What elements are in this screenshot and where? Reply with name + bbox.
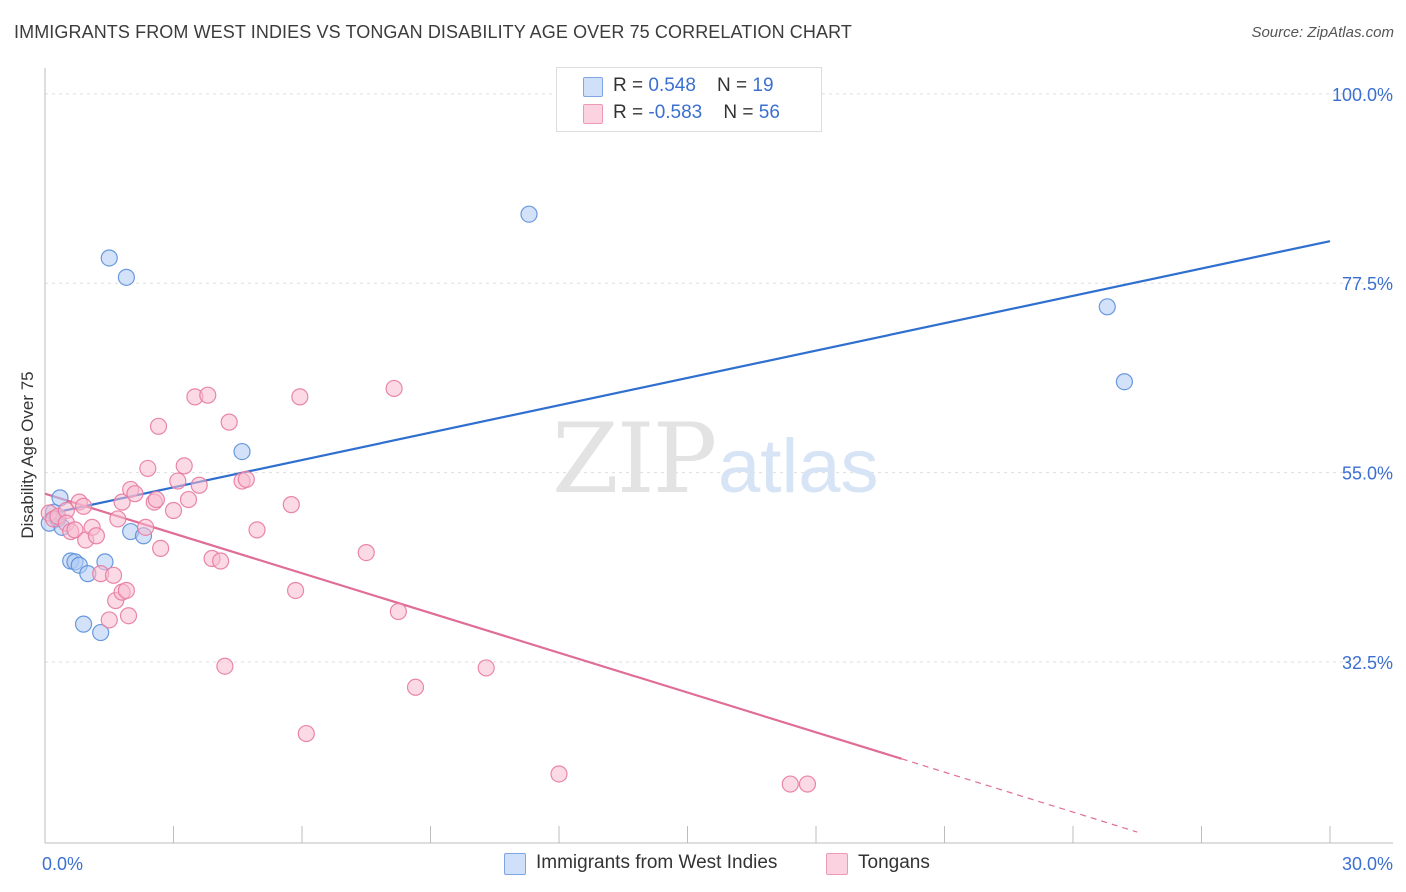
tongans-point (389, 602, 407, 621)
west-indies-point (74, 615, 93, 633)
tongans-point (248, 521, 266, 539)
west-indies-point (1098, 298, 1116, 316)
legend-box: R = 0.548 N = 19 R = -0.583 N = 56 (556, 67, 822, 132)
tongans-point (113, 493, 131, 511)
legend-r-value: 0.548 (648, 75, 696, 96)
tongans-point (169, 472, 187, 490)
tongans-point (216, 657, 234, 675)
legend-n-label: N = (717, 75, 753, 96)
west-indies-trend-line (44, 240, 1331, 516)
west-indies-point (100, 249, 118, 267)
tongans-point (237, 470, 255, 488)
bottom-legend-label-tongans: Tongans (858, 852, 930, 873)
tongans-point (87, 527, 106, 545)
tongans-point (117, 581, 135, 600)
tongans-point (179, 490, 198, 509)
tongans-point (282, 496, 300, 514)
legend-swatch-west-indies (583, 77, 603, 97)
bottom-legend-swatch-west-indies (504, 853, 526, 875)
tongans-point (357, 543, 375, 562)
tongans-trend-extension (901, 758, 1138, 833)
tongans-point (109, 510, 127, 528)
tongans-point (74, 497, 93, 515)
legend-r-label: R = (613, 75, 649, 96)
tongans-point (286, 581, 305, 600)
tongans-point (212, 552, 230, 570)
trend-lines (44, 240, 1331, 833)
legend-n-value: 56 (758, 102, 780, 123)
legend-n-label: N = (723, 102, 759, 123)
west-indies-point (233, 442, 251, 461)
y-tick-label: 32.5% (1342, 653, 1393, 673)
tongans-point (175, 457, 193, 475)
watermark: ZIP atlas (552, 403, 879, 515)
tongans-point (550, 765, 568, 783)
legend-swatch-tongans (583, 104, 603, 124)
tongans-point (139, 459, 157, 478)
legend-r-label: R = (613, 102, 649, 123)
west-indies-point (1115, 373, 1134, 391)
y-tick-label: 55.0% (1342, 464, 1393, 484)
tongans-point (199, 386, 217, 404)
tongans-point (406, 678, 425, 696)
tongans-point (798, 775, 817, 793)
tongans-point (104, 566, 123, 584)
legend-n-value: 19 (752, 75, 774, 96)
tongans-point (291, 388, 309, 406)
y-tick-label: 77.5% (1342, 274, 1393, 294)
tongans-point (119, 607, 138, 625)
tongans-point (126, 485, 144, 503)
tongans-point (149, 417, 168, 435)
tongans-trend-line (44, 492, 902, 760)
west-indies-point (520, 205, 538, 223)
tongans-point (152, 539, 170, 557)
tongans-point (137, 518, 155, 536)
west-indies-point (92, 623, 110, 642)
y-tick-label: 100.0% (1332, 85, 1393, 105)
tongans-point (477, 659, 495, 677)
bottom-legend-swatch-tongans (826, 853, 848, 875)
gridlines (45, 93, 1393, 663)
tongans-point (164, 501, 183, 520)
data-points (40, 205, 1134, 793)
axes (44, 68, 1393, 844)
x-tick-label: 30.0% (1342, 854, 1393, 874)
tongans-point (781, 775, 799, 793)
watermark-zip: ZIP (552, 403, 715, 515)
tick-labels: 32.5% 55.0% 77.5% 100.0% 0.0% 30.0% (42, 85, 1393, 874)
legend-r-value: -0.583 (648, 102, 703, 123)
tongans-point (100, 611, 118, 629)
tongans-point (147, 490, 165, 509)
chart-title: IMMIGRANTS FROM WEST INDIES VS TONGAN DI… (14, 22, 852, 42)
tongans-point (297, 724, 315, 743)
tongans-point (220, 413, 238, 431)
bottom-legend-label-west-indies: Immigrants from West Indies (536, 852, 778, 873)
watermark-atlas: atlas (718, 424, 879, 509)
west-indies-point (117, 268, 135, 286)
tongans-point (66, 521, 84, 539)
x-tick-label: 0.0% (42, 854, 83, 874)
tongans-point (385, 379, 403, 398)
tongans-point (190, 476, 208, 494)
source-label: Source: ZipAtlas.com (1251, 24, 1394, 41)
